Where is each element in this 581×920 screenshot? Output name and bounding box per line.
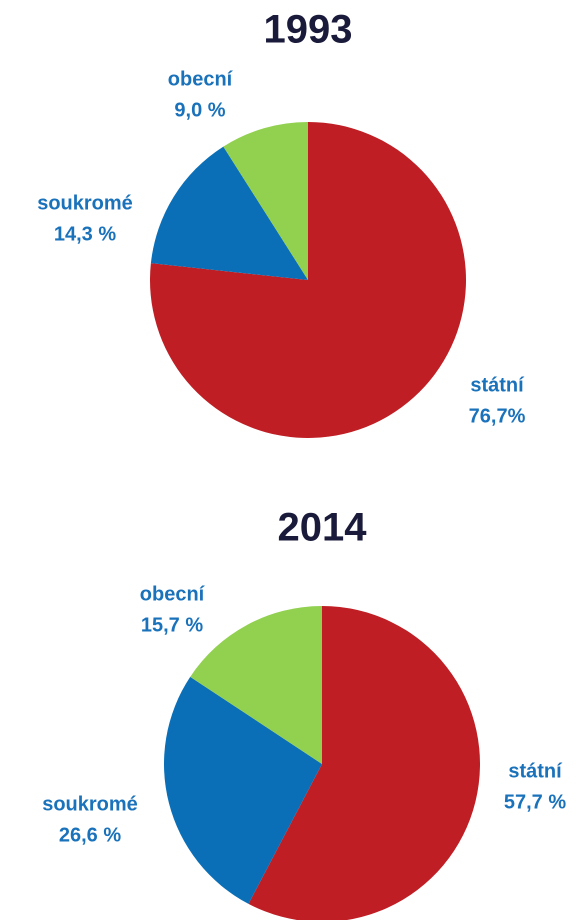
pie-slice [248,606,480,920]
slice-name: obecní [168,68,234,90]
slice-value: 15,7 % [141,614,203,636]
slice-value: 76,7% [469,405,526,427]
slice-name: obecní [140,583,206,605]
slice-value: 57,7 % [504,791,566,813]
slice-name: soukromé [37,192,133,214]
pie-slice [164,676,322,904]
slice-value: 14,3 % [54,223,116,245]
slice-name: soukromé [42,793,138,815]
chart-title: 1993 [264,8,353,52]
chart-title: 2014 [278,506,368,550]
slice-value: 9,0 % [174,99,225,121]
pie-slice [223,122,308,280]
slice-name: státní [470,374,525,396]
pie-slice [190,606,322,764]
slice-name: státní [508,760,563,782]
slice-value: 26,6 % [59,824,121,846]
pie-slice [150,146,308,280]
